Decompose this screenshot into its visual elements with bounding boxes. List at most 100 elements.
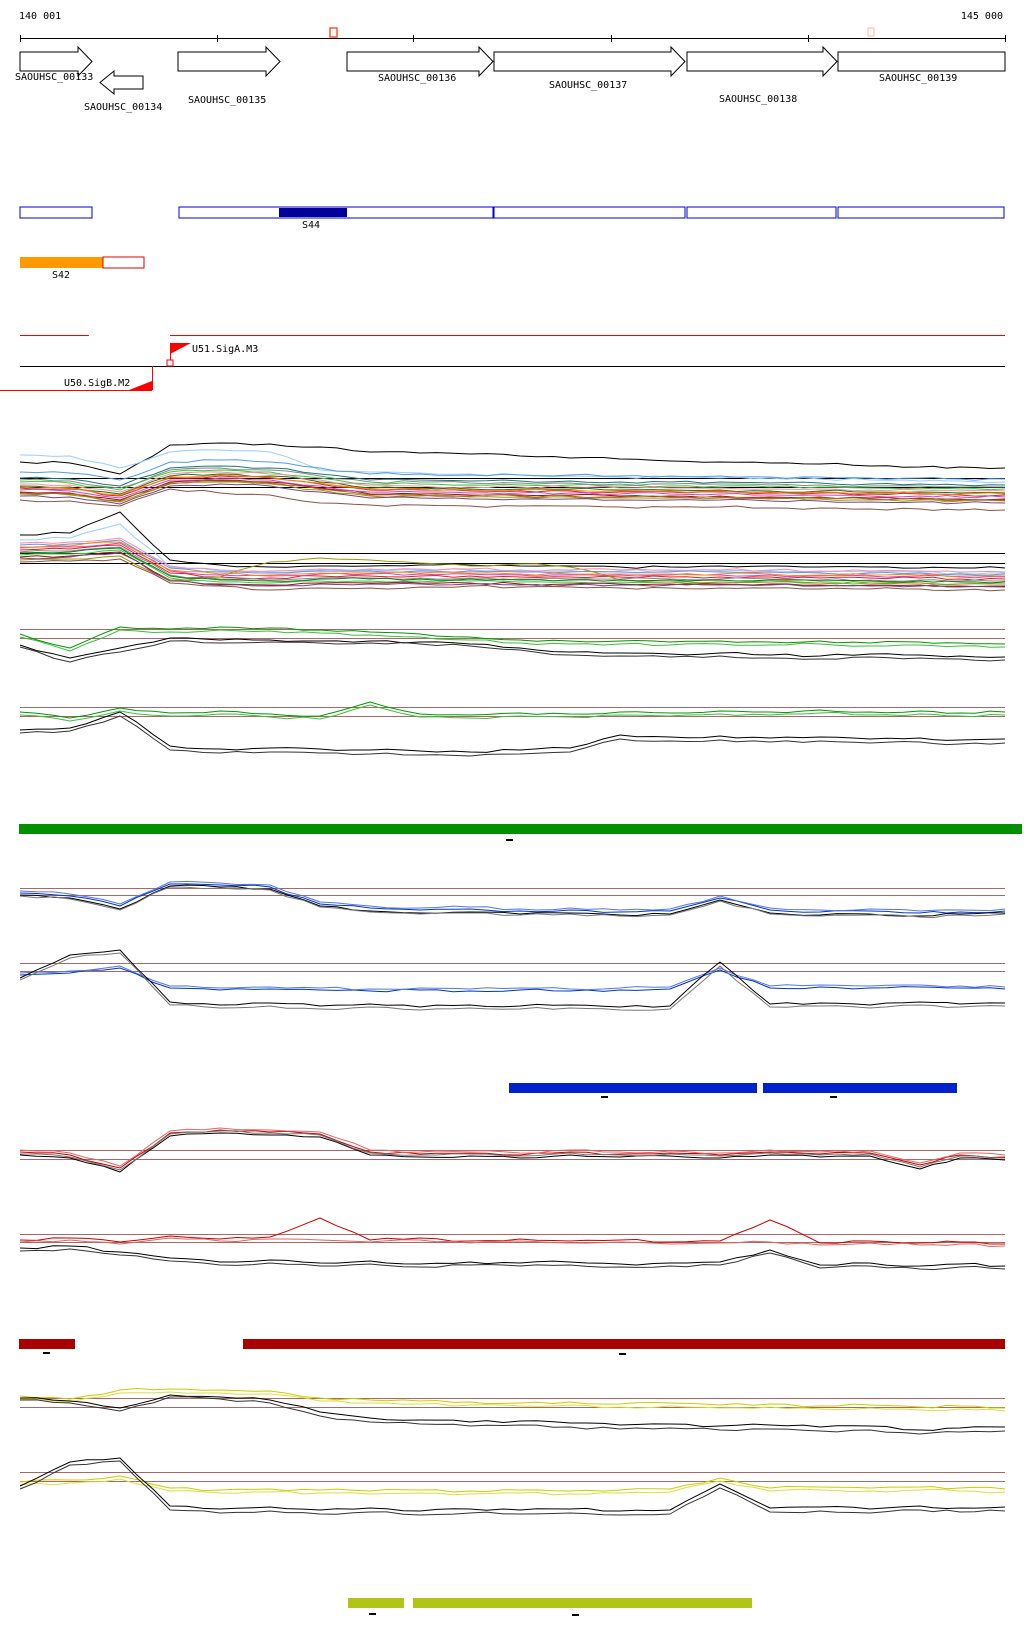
track-b-all-conditions-rev-series-line	[19, 547, 1006, 584]
track-b-all-conditions-rev-series-line	[19, 558, 1006, 592]
track-a-all-conditions-fwd-series-line	[19, 488, 1006, 511]
track-c-green-fwd-series-line	[19, 637, 1006, 659]
track-j-yellow-rev-series-line	[19, 1475, 1006, 1493]
track-b-all-conditions-rev-series-line	[20, 511, 1006, 569]
track-a-all-conditions-fwd-series-line	[19, 475, 1006, 497]
track-i-yellow-fwd-series-line	[20, 1391, 1006, 1412]
srna-outline-bar[interactable]	[102, 256, 145, 269]
gene-label-SAOUHSC_00135: SAOUHSC_00135	[188, 95, 266, 106]
gene-label-SAOUHSC_00138: SAOUHSC_00138	[719, 94, 797, 105]
track-a-all-conditions-fwd-series-line	[19, 480, 1006, 502]
track-e-blue-fwd-series-line	[19, 880, 1006, 912]
track-f-blue-rev-series-line	[19, 949, 1006, 1008]
transcript-bar[interactable]	[686, 206, 837, 219]
track-i-yellow-fwd-series-line	[19, 1396, 1006, 1435]
track-a-all-conditions-fwd-series-line	[19, 477, 1006, 499]
tss-flag-label-U51.SigA.M3: U51.SigA.M3	[192, 344, 258, 355]
transcript-highlight-S44[interactable]	[279, 208, 347, 217]
strand-bar-green-minus-label	[506, 839, 513, 841]
track-a-all-conditions-fwd-series-line	[19, 459, 1006, 481]
track-a-all-conditions-fwd-series-line	[19, 473, 1006, 495]
track-d-green-rev-series-line	[19, 715, 1006, 757]
track-f-blue-rev-series-line	[19, 965, 1006, 991]
track-g-red-fwd-series-line	[19, 1127, 1006, 1167]
srna-bar-label: S42	[52, 270, 70, 281]
track-a-all-conditions-fwd-series-line	[19, 481, 1006, 503]
transcript-highlight-label: S44	[302, 220, 320, 231]
track-c-green-fwd-series-line	[19, 626, 1006, 649]
track-a-all-conditions-fwd-series-line	[20, 471, 1006, 493]
transcript-bar[interactable]	[493, 206, 686, 219]
track-h-red-rev-series-line	[19, 1245, 1006, 1267]
track-f-blue-rev-series-line	[19, 952, 1006, 1011]
track-a-all-conditions-fwd-series-line	[19, 467, 1006, 489]
track-j-yellow-rev-series-line	[19, 1460, 1006, 1516]
track-a-all-conditions-fwd-series-line	[19, 469, 1006, 491]
track-e-blue-fwd-series-line	[19, 883, 1006, 914]
track-i-yellow-fwd-series-line	[19, 1387, 1006, 1409]
track-b-all-conditions-rev-series-line	[19, 542, 1006, 579]
track-g-red-fwd-series-line	[20, 1130, 1006, 1171]
track-a-all-conditions-fwd-series-line	[19, 442, 1006, 475]
tss-flag-U50.SigB.M2[interactable]	[129, 381, 152, 390]
strand-bar-darkred-minus-label	[43, 1352, 50, 1354]
strand-bar-darkred[interactable]	[243, 1339, 1005, 1349]
orange-cursor-marker	[329, 27, 338, 38]
track-j-yellow-rev-series-line	[19, 1478, 1006, 1496]
tss-flag-U51.SigA.M3[interactable]	[170, 343, 191, 354]
strand-bar-blue[interactable]	[763, 1083, 957, 1093]
track-d-green-rev-series-line	[19, 704, 1006, 722]
strand-bar-yellowgreen-minus-label	[572, 1614, 579, 1616]
track-e-blue-fwd-series-line	[19, 884, 1006, 917]
track-h-red-rev-series-line	[19, 1237, 1006, 1247]
strand-bar-yellowgreen[interactable]	[348, 1598, 404, 1608]
track-b-all-conditions-rev-series-line	[19, 537, 1006, 573]
gene-label-SAOUHSC_00139: SAOUHSC_00139	[879, 73, 957, 84]
tss-flag-anchor	[166, 359, 174, 367]
track-a-all-conditions-fwd-series-line	[19, 465, 1006, 487]
track-c-green-fwd-series-line	[19, 640, 1006, 663]
track-a-all-conditions-fwd-series-line	[19, 483, 1006, 505]
transcript-bar[interactable]	[837, 206, 1005, 219]
gene-label-SAOUHSC_00136: SAOUHSC_00136	[378, 73, 456, 84]
track-d-green-rev-series-line	[19, 711, 1006, 753]
gene-label-SAOUHSC_00134: SAOUHSC_00134	[84, 102, 162, 113]
gene-arrow-SAOUHSC_00138[interactable]	[686, 45, 838, 78]
gene-arrow-SAOUHSC_00139[interactable]	[837, 51, 1006, 72]
gene-arrow-SAOUHSC_00134[interactable]	[99, 69, 144, 96]
gene-label-SAOUHSC_00137: SAOUHSC_00137	[549, 80, 627, 91]
track-c-green-fwd-series-line	[19, 629, 1006, 652]
strand-bar-yellowgreen[interactable]	[413, 1598, 752, 1608]
track-h-red-rev-series-line	[19, 1217, 1005, 1245]
strand-bar-blue-minus-label	[830, 1096, 837, 1098]
strand-bar-blue[interactable]	[509, 1083, 757, 1093]
faint-cursor-marker	[867, 27, 875, 37]
strand-bar-blue-minus-label	[601, 1096, 608, 1098]
srna-bar-S42[interactable]	[20, 257, 103, 268]
gene-label-SAOUHSC_00133: SAOUHSC_00133	[15, 72, 93, 83]
track-f-blue-rev-series-line	[19, 967, 1006, 993]
gene-arrow-SAOUHSC_00136[interactable]	[346, 45, 494, 78]
strand-bar-darkred[interactable]	[19, 1339, 75, 1349]
strand-bar-green[interactable]	[19, 824, 1022, 834]
ruler-end-label: 145 000	[961, 11, 1003, 22]
gene-arrow-SAOUHSC_00135[interactable]	[177, 45, 281, 78]
ruler-start-label: 140 001	[19, 11, 61, 22]
strand-bar-yellowgreen-minus-label	[369, 1613, 376, 1615]
track-j-yellow-rev-series-line	[19, 1457, 1006, 1512]
strand-bar-darkred-minus-label	[619, 1353, 626, 1355]
gene-arrow-SAOUHSC_00133[interactable]	[19, 45, 93, 78]
track-b-all-conditions-rev-series-line	[19, 552, 1006, 588]
track-b-all-conditions-rev-series-line	[19, 555, 1006, 585]
transcript-bar[interactable]	[19, 206, 93, 219]
track-h-red-rev-series-line	[19, 1248, 1006, 1271]
gene-arrow-SAOUHSC_00137[interactable]	[493, 45, 686, 78]
track-e-blue-fwd-series-line	[19, 886, 1006, 919]
track-b-all-conditions-rev-series-line	[19, 541, 1006, 577]
track-d-green-rev-series-line	[19, 701, 1006, 719]
track-b-all-conditions-rev-series-line	[19, 544, 1006, 581]
track-g-red-fwd-series-line	[19, 1132, 1006, 1173]
